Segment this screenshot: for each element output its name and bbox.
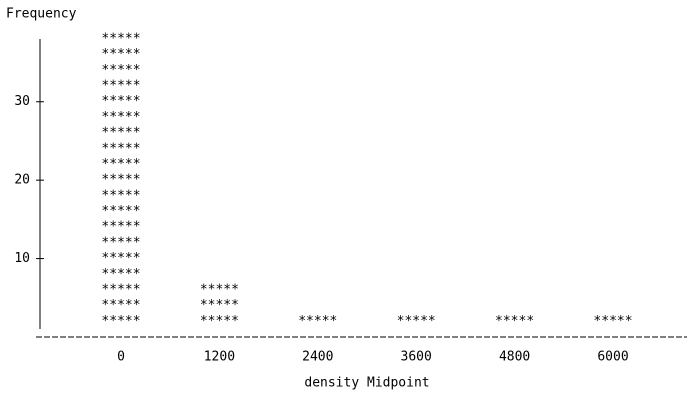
bar: *************** (200, 282, 239, 328)
bar-row: ***** (101, 314, 140, 329)
bar-row: ***** (101, 110, 140, 125)
bar-row: ***** (101, 94, 140, 109)
x-tick-label: 2400 (302, 350, 333, 365)
bar-row: ***** (101, 188, 140, 203)
bar-row: ***** (101, 79, 140, 94)
y-tick-label: 30 (14, 94, 30, 109)
x-tick-label: 1200 (204, 350, 235, 365)
y-axis-label: Frequency (6, 7, 77, 22)
bar-row: ***** (397, 314, 436, 329)
bar: ***** (495, 314, 534, 329)
x-tick-label: 0 (117, 350, 125, 365)
bar-row: ***** (101, 63, 140, 78)
bar-row: ***** (101, 220, 140, 235)
bar-row: ***** (200, 282, 239, 297)
y-tick-label: 10 (14, 251, 30, 266)
bar-row: ***** (101, 141, 140, 156)
x-tick-label: 6000 (597, 350, 628, 365)
bar: ***** (397, 314, 436, 329)
bar-row: ***** (101, 267, 140, 282)
bar-row: ***** (101, 298, 140, 313)
y-tick-label: 20 (14, 173, 30, 188)
bar-row: ***** (101, 204, 140, 219)
bar-row: ***** (101, 173, 140, 188)
x-axis-label: density Midpoint (304, 376, 429, 391)
bar-row: ***** (593, 314, 632, 329)
bar-row: ***** (101, 126, 140, 141)
bar-row: ***** (101, 251, 140, 266)
bar-row: ***** (200, 314, 239, 329)
bar-row: ***** (101, 157, 140, 172)
bar-row: ***** (101, 282, 140, 297)
bar-row: ***** (101, 235, 140, 250)
x-tick-label: 4800 (499, 350, 530, 365)
bar-row: ***** (298, 314, 337, 329)
bar-row: ***** (101, 47, 140, 62)
bar-row: ***** (101, 32, 140, 47)
x-tick-label: 3600 (401, 350, 432, 365)
bar-row: ***** (495, 314, 534, 329)
bar: ***** (593, 314, 632, 329)
bar: ****************************************… (101, 32, 140, 329)
bar-row: ***** (200, 298, 239, 313)
bar: ***** (298, 314, 337, 329)
